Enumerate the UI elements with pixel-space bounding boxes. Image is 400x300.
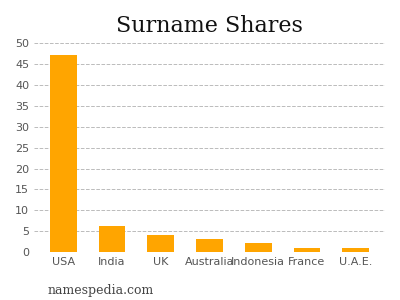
Bar (147, 235, 174, 252)
Title: Surname Shares: Surname Shares (116, 15, 303, 37)
Text: namespedia.com: namespedia.com (48, 284, 154, 297)
Bar (342, 248, 369, 252)
Bar (50, 55, 77, 252)
Bar (99, 226, 126, 252)
Bar (196, 239, 223, 252)
Bar (245, 243, 272, 252)
Bar (294, 248, 320, 252)
